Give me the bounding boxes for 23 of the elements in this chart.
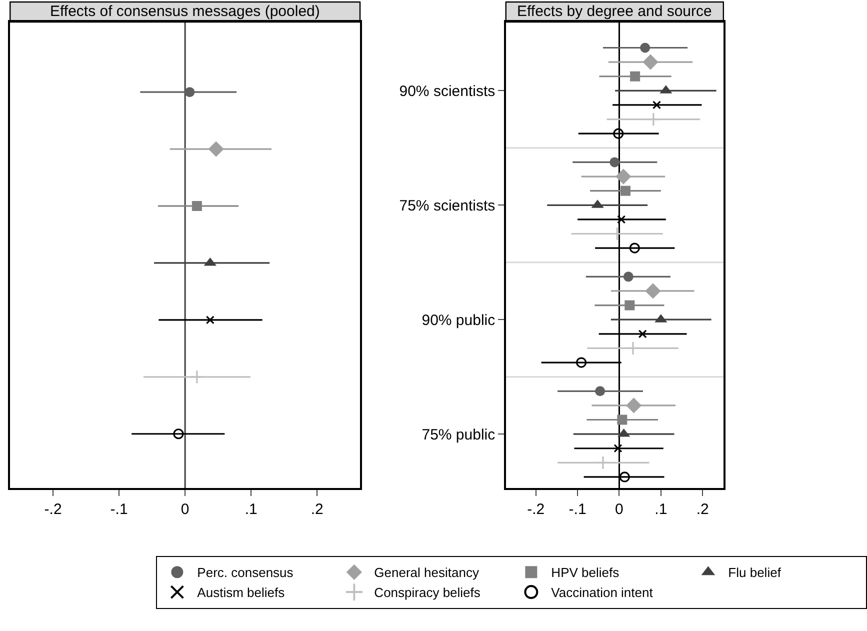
chart-title: Effects of consensus messages (pooled) <box>50 3 320 20</box>
legend-label: Austism beliefs <box>197 585 286 600</box>
y-tick-label: 90% public <box>422 312 496 329</box>
legend-label: Flu belief <box>728 565 782 580</box>
y-tick-label: 90% scientists <box>399 82 496 100</box>
legend-label: Perc. consensus <box>197 565 294 580</box>
x-tick-label: -.1 <box>110 500 128 518</box>
y-tick-label: 75% scientists <box>399 197 496 214</box>
legend-label: HPV beliefs <box>551 565 620 580</box>
x-tick-label: 0 <box>615 500 624 518</box>
x-tick-label: .2 <box>310 500 324 518</box>
x-tick-label: .1 <box>244 500 258 518</box>
legend-label: Vaccination intent <box>551 585 654 600</box>
chart-title: Effects by degree and source <box>517 3 712 20</box>
x-tick-label: -.2 <box>44 500 62 518</box>
x-tick-label: 0 <box>180 500 190 518</box>
x-tick-label: .1 <box>654 500 668 518</box>
legend-label: General hesitancy <box>374 565 480 580</box>
legend-label: Conspiracy beliefs <box>374 585 481 600</box>
y-tick-label: 75% public <box>422 426 496 444</box>
x-tick-label: -.2 <box>527 500 545 518</box>
x-tick-label: -.1 <box>568 500 586 518</box>
x-tick-label: .2 <box>696 500 709 518</box>
